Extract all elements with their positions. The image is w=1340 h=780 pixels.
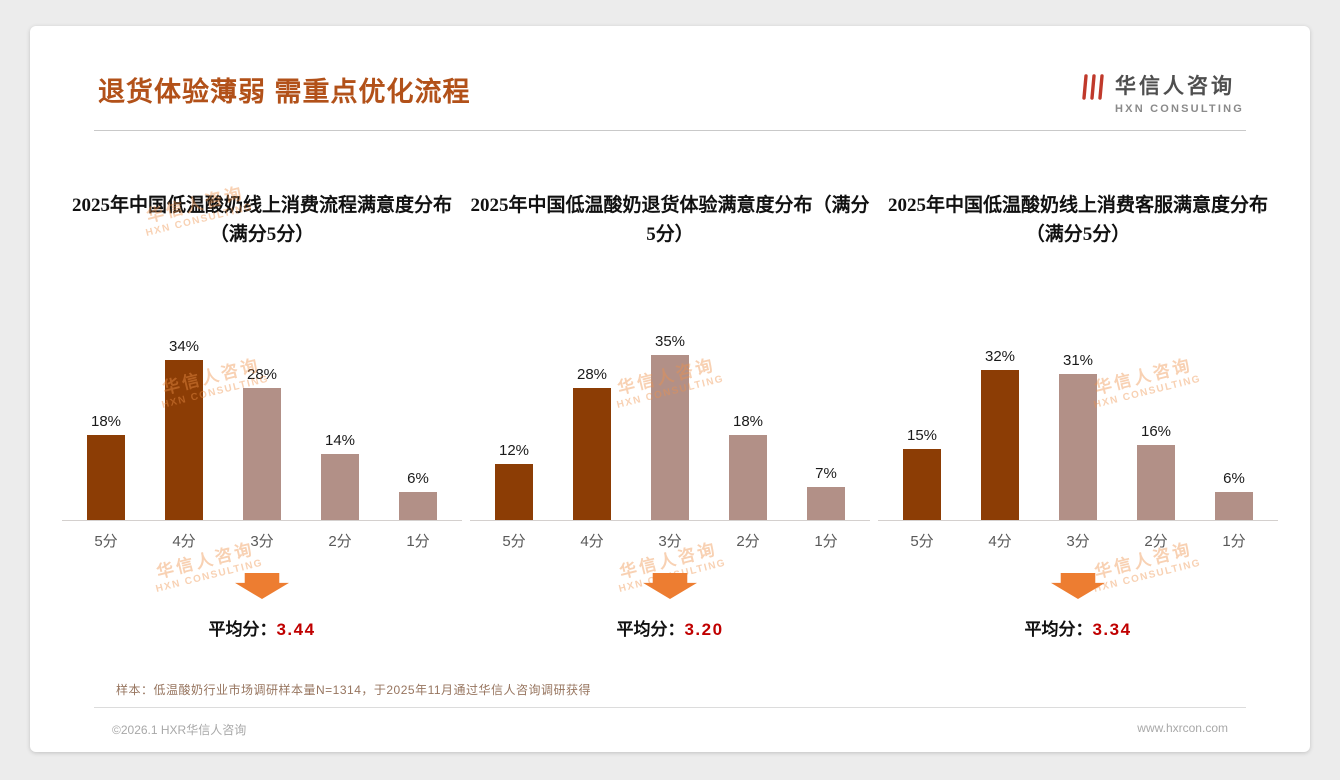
- report-slide: 华信人咨询 HXN CONSULTING 华信人咨询 HXN CONSULTING 华信…: [30, 26, 1310, 752]
- bar-value-label: 31%: [1062, 352, 1094, 369]
- bar-value-label: 7%: [815, 465, 837, 482]
- chart-title: 2025年中国低温酸奶退货体验满意度分布（满分5分）: [470, 195, 870, 245]
- bar-value-label: 14%: [324, 432, 356, 449]
- bar-column: 6%: [399, 470, 437, 520]
- bar-column: 18%: [729, 413, 767, 520]
- bar-value-label: 18%: [732, 413, 764, 430]
- bar-category-label: 3分: [658, 533, 682, 550]
- chart-customer-service-satisfaction: 2025年中国低温酸奶线上消费客服满意度分布（满分5分） 15% 32% 31% 16…: [878, 191, 1278, 640]
- sample-note: 样本：低温酸奶行业市场调研样本量N=1314，于2025年11月通过华信人咨询调…: [116, 683, 592, 697]
- bar-category-label: 4分: [988, 533, 1012, 550]
- page-title: 退货体验薄弱 需重点优化流程: [98, 77, 471, 107]
- bar-value-label: 6%: [1223, 470, 1245, 487]
- brand-name-en: HXN CONSULTING: [1115, 103, 1244, 115]
- bar: [981, 370, 1019, 520]
- average-score: 平均分：3.20: [470, 615, 870, 640]
- brand-logo-text: 华信人咨询 HXN CONSULTING: [1115, 70, 1244, 115]
- bar-column: 7%: [807, 465, 845, 520]
- bar-value-label: 28%: [576, 366, 608, 383]
- bar-value-label: 16%: [1140, 423, 1172, 440]
- bar: [1215, 492, 1253, 520]
- bar: [1137, 445, 1175, 520]
- bar-category-label: 5分: [910, 533, 934, 550]
- bar-category-label: 5分: [94, 533, 118, 550]
- brand-logo: 华信人咨询 HXN CONSULTING: [1080, 70, 1244, 115]
- bar-column: 12%: [495, 442, 533, 520]
- bar-category-label: 1分: [814, 533, 838, 550]
- average-score-value: 3.44: [276, 620, 316, 639]
- bar: [321, 454, 359, 520]
- bar-column: 28%: [243, 366, 281, 520]
- average-score-label: 平均分：: [1024, 620, 1093, 639]
- footer-divider: [94, 707, 1246, 708]
- down-arrow-icon: [235, 573, 289, 599]
- bar-column: 15%: [903, 427, 941, 520]
- average-score-value: 3.20: [684, 620, 724, 639]
- bar: [1059, 374, 1097, 520]
- copyright-text: ©2026.1 HXR华信人咨询: [112, 723, 247, 737]
- chart-bars: 18% 34% 28% 14% 6%: [62, 295, 462, 520]
- chart-bars: 12% 28% 35% 18% 7%: [470, 295, 870, 520]
- chart-return-experience-satisfaction: 2025年中国低温酸奶退货体验满意度分布（满分5分） 12% 28% 35% 18% 7…: [470, 191, 870, 640]
- bar: [573, 388, 611, 520]
- chart-title: 2025年中国低温酸奶线上消费流程满意度分布（满分5分）: [71, 195, 452, 245]
- bar-value-label: 12%: [498, 442, 530, 459]
- bar: [729, 435, 767, 520]
- bar: [807, 487, 845, 520]
- bar: [495, 464, 533, 520]
- bar-column: 28%: [573, 366, 611, 520]
- bar-category-label: 2分: [1144, 533, 1168, 550]
- average-score: 平均分：3.44: [62, 615, 462, 640]
- header-divider: [94, 130, 1246, 131]
- average-score: 平均分：3.34: [878, 615, 1278, 640]
- bar: [903, 449, 941, 520]
- slide-footer: ©2026.1 HXR华信人咨询 www.hxrcon.com: [112, 721, 1228, 738]
- average-score-label: 平均分：: [616, 620, 685, 639]
- bar-category-label: 4分: [580, 533, 604, 550]
- bar-column: 16%: [1137, 423, 1175, 520]
- bar-category-label: 3分: [250, 533, 274, 550]
- bar-value-label: 32%: [984, 348, 1016, 365]
- bar-column: 32%: [981, 348, 1019, 520]
- chart-bars: 15% 32% 31% 16% 6%: [878, 295, 1278, 520]
- bar-column: 34%: [165, 338, 203, 520]
- down-arrow-icon: [643, 573, 697, 599]
- bar-value-label: 15%: [906, 427, 938, 444]
- bar-category-label: 2分: [736, 533, 760, 550]
- bar-column: 6%: [1215, 470, 1253, 520]
- chart-category-axis: 5分 4分 3分 2分 1分: [470, 520, 870, 551]
- bar: [399, 492, 437, 520]
- bar-value-label: 18%: [90, 413, 122, 430]
- bar-category-label: 1分: [1222, 533, 1246, 550]
- bar: [87, 435, 125, 520]
- website-url: www.hxrcon.com: [1137, 721, 1228, 735]
- slide-header: 退货体验薄弱 需重点优化流程 华信人咨询 HXN CONSULTING: [30, 26, 1310, 115]
- chart-title: 2025年中国低温酸奶线上消费客服满意度分布（满分5分）: [887, 195, 1268, 245]
- bar-column: 35%: [651, 333, 689, 520]
- chart-category-axis: 5分 4分 3分 2分 1分: [878, 520, 1278, 551]
- average-score-value: 3.34: [1092, 620, 1132, 639]
- bar-value-label: 6%: [407, 470, 429, 487]
- chart-category-axis: 5分 4分 3分 2分 1分: [62, 520, 462, 551]
- chart-online-process-satisfaction: 2025年中国低温酸奶线上消费流程满意度分布（满分5分） 18% 34% 28% 14…: [62, 191, 462, 640]
- bar-column: 14%: [321, 432, 359, 520]
- bar-category-label: 5分: [502, 533, 526, 550]
- bar: [243, 388, 281, 520]
- down-arrow-icon: [1051, 573, 1105, 599]
- brand-logo-icon: [1080, 72, 1106, 107]
- bar-column: 18%: [87, 413, 125, 520]
- bar-value-label: 34%: [168, 338, 200, 355]
- bar-category-label: 4分: [172, 533, 196, 550]
- bar-category-label: 2分: [328, 533, 352, 550]
- bar-category-label: 3分: [1066, 533, 1090, 550]
- bar-category-label: 1分: [406, 533, 430, 550]
- bar: [165, 360, 203, 520]
- charts-row: 2025年中国低温酸奶线上消费流程满意度分布（满分5分） 18% 34% 28% 14…: [30, 131, 1310, 640]
- brand-name-cn: 华信人咨询: [1115, 75, 1236, 98]
- bar-value-label: 35%: [654, 333, 686, 350]
- average-score-label: 平均分：: [208, 620, 277, 639]
- bar: [651, 355, 689, 520]
- bar-column: 31%: [1059, 352, 1097, 520]
- bar-value-label: 28%: [246, 366, 278, 383]
